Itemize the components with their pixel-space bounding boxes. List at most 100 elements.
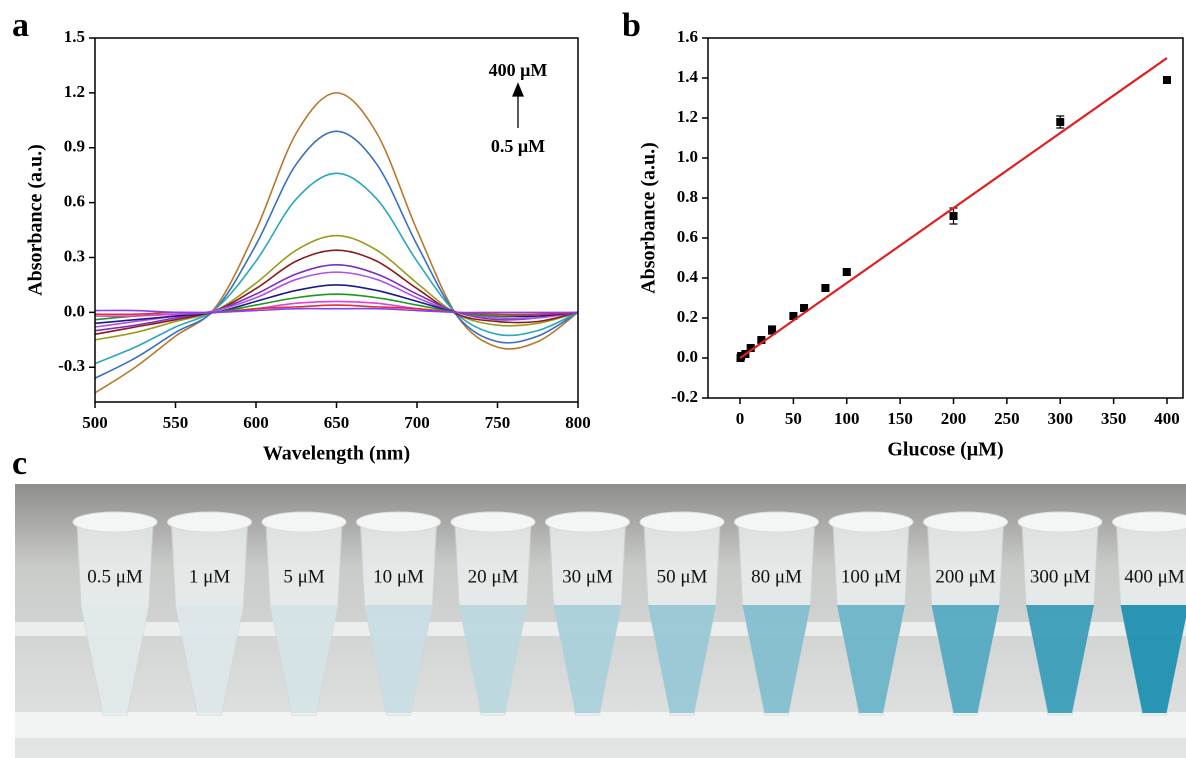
x-tick-label: 350	[1101, 409, 1127, 428]
tube-label: 80 μM	[751, 566, 802, 587]
data-point	[789, 312, 798, 320]
tube-liquid	[81, 605, 149, 713]
series-line	[94, 130, 579, 379]
tube-cap	[828, 511, 914, 533]
x-tick-label: 100	[834, 409, 860, 428]
tube-cap	[356, 511, 441, 533]
tube-label: 0.5 μM	[87, 566, 143, 587]
y-tick-label: 1.6	[677, 27, 698, 46]
y-tick-label: 1.5	[64, 27, 85, 46]
panel-label: b	[622, 7, 641, 44]
series-line	[94, 92, 579, 394]
x-tick-label: 50	[785, 409, 802, 428]
x-tick-label: 300	[1047, 409, 1073, 428]
tube-liquid	[931, 605, 1000, 713]
tube-cap	[1017, 511, 1103, 533]
tube-label: 30 μM	[562, 566, 613, 587]
tube-cap	[167, 511, 252, 533]
y-tick-label: 1.2	[677, 107, 698, 126]
y-tick-label: 0.0	[677, 347, 698, 366]
tube-label: 100 μM	[841, 566, 901, 587]
tube-liquid	[270, 605, 338, 713]
tube-label: 50 μM	[657, 566, 708, 587]
x-tick-label: 0	[736, 409, 745, 428]
data-point	[949, 212, 958, 220]
tube-liquid	[364, 605, 433, 713]
x-tick-label: 400	[1154, 409, 1180, 428]
photo: 0.5 μM 1 μM 5 μM 10 μM 20 μM 30 μM 50 μM 80 μM 1…	[15, 484, 1186, 758]
x-tick-label: 800	[565, 413, 591, 432]
y-axis-title: Absorbance (a.u.)	[25, 144, 47, 296]
tube-liquid	[742, 605, 811, 713]
tube-cap	[1112, 511, 1186, 533]
x-tick-label: 650	[324, 413, 350, 432]
tube-liquid	[175, 605, 244, 713]
panel-label: c	[12, 445, 27, 482]
x-tick-label: 150	[887, 409, 913, 428]
tube-label: 5 μM	[283, 566, 324, 587]
tube-cap	[72, 511, 158, 533]
y-tick-label: 0.9	[64, 137, 85, 156]
series-line	[94, 293, 579, 321]
plot-frame	[94, 37, 579, 403]
series-line	[94, 172, 579, 365]
data-point	[768, 326, 777, 334]
y-tick-label: -0.2	[671, 387, 698, 406]
x-tick-label: 550	[163, 413, 189, 432]
y-tick-label: 0.4	[677, 267, 699, 286]
annotation: 400 μM	[489, 60, 548, 80]
tube-label: 20 μM	[468, 566, 519, 587]
tube-liquid	[1026, 605, 1094, 713]
y-tick-label: 0.2	[677, 307, 698, 326]
tube-cap	[545, 511, 630, 533]
tube-liquid	[1120, 605, 1186, 713]
tube-label: 200 μM	[935, 566, 995, 587]
annotation: 0.5 μM	[491, 136, 545, 156]
data-point	[757, 336, 766, 344]
data-point	[842, 268, 851, 276]
tube-liquid	[648, 605, 716, 713]
tube-label: 400 μM	[1124, 566, 1184, 587]
data-point	[746, 344, 755, 352]
plot-frame	[707, 37, 1184, 399]
tube-liquid	[553, 605, 622, 713]
tube-liquid	[837, 605, 905, 713]
x-tick-label: 500	[82, 413, 108, 432]
series-line	[94, 264, 579, 332]
x-axis-title: Wavelength (nm)	[263, 443, 410, 465]
tube-cap	[734, 511, 819, 533]
y-tick-label: 0.6	[677, 227, 698, 246]
tube-cap	[639, 511, 725, 533]
x-tick-label: 250	[994, 409, 1020, 428]
x-tick-label: 750	[485, 413, 511, 432]
tube-cap	[923, 511, 1008, 533]
y-axis-title: Absorbance (a.u.)	[638, 142, 660, 294]
series-line	[739, 57, 1168, 359]
tube-label: 10 μM	[373, 566, 424, 587]
tube-cap	[261, 511, 347, 533]
x-axis-title: Glucose (μM)	[887, 439, 1003, 461]
series-line	[94, 234, 579, 341]
series-line	[94, 307, 578, 314]
x-tick-label: 600	[243, 413, 269, 432]
data-point	[1056, 118, 1065, 126]
panel-label: a	[12, 7, 29, 44]
tube-label: 300 μM	[1030, 566, 1090, 587]
series-line	[94, 249, 579, 336]
y-tick-label: 1.0	[677, 147, 698, 166]
arrow	[512, 82, 524, 128]
x-tick-label: 200	[941, 409, 967, 428]
y-tick-label: 0.3	[64, 246, 85, 265]
y-tick-label: 0.8	[677, 187, 698, 206]
tube-label: 1 μM	[189, 566, 230, 587]
y-tick-label: 0.0	[64, 301, 85, 320]
data-point	[800, 304, 809, 312]
y-tick-label: 1.2	[64, 82, 85, 101]
rack-edge	[15, 712, 1186, 738]
data-point	[821, 284, 830, 292]
y-tick-label: 0.6	[64, 192, 85, 211]
tube-cap	[450, 511, 536, 533]
y-tick-label: 1.4	[677, 67, 699, 86]
data-point	[1162, 76, 1171, 84]
y-tick-label: -0.3	[58, 356, 85, 375]
